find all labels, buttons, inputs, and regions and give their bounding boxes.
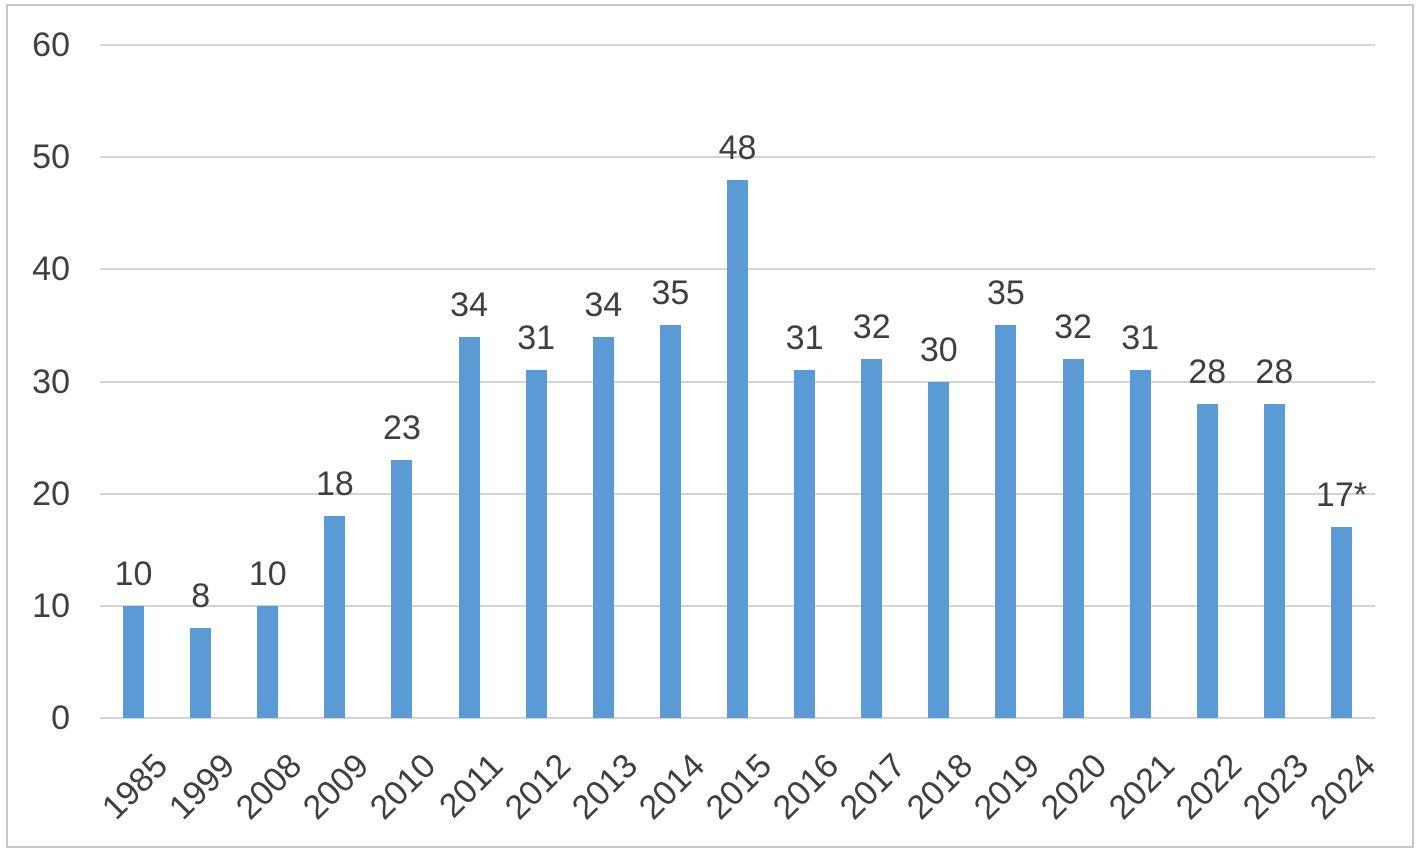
bar-value-label: 23 xyxy=(383,409,421,448)
bar xyxy=(659,325,681,718)
x-axis-category-label: 2018 xyxy=(899,746,981,827)
bar-value-label: 28 xyxy=(1188,352,1227,391)
bar xyxy=(458,336,480,718)
x-axis-category-label: 2008 xyxy=(228,746,310,827)
bar xyxy=(1330,527,1352,718)
bar xyxy=(391,460,413,718)
chart-frame xyxy=(6,4,1414,848)
bar-value-label: 34 xyxy=(584,285,623,324)
y-axis-tick-label: 40 xyxy=(32,250,70,289)
bar-value-label: 48 xyxy=(718,128,757,167)
bar xyxy=(1263,403,1285,718)
x-axis-category-label: 2017 xyxy=(832,746,914,827)
bar-value-label: 30 xyxy=(919,330,958,369)
y-axis-tick-label: 30 xyxy=(32,362,70,401)
x-axis-category-label: 2016 xyxy=(765,746,847,827)
y-axis-tick-label: 60 xyxy=(32,26,70,64)
x-axis-category-label: 2014 xyxy=(631,746,712,827)
bar xyxy=(592,336,614,718)
bar-value-label: 31 xyxy=(517,319,556,358)
bar xyxy=(525,370,547,718)
bar xyxy=(995,325,1017,718)
bar xyxy=(257,605,279,718)
bar-value-label: 8 xyxy=(191,577,211,616)
bar-value-label: 34 xyxy=(450,285,488,324)
bar xyxy=(861,359,883,718)
x-axis-category-label: 1999 xyxy=(161,746,243,827)
bar xyxy=(1062,359,1084,718)
x-axis-category-label: 2012 xyxy=(497,746,578,827)
y-axis-tick-label: 50 xyxy=(32,138,70,177)
x-axis-category-label: 2023 xyxy=(1235,746,1316,827)
bar xyxy=(123,605,145,718)
bar-value-label: 18 xyxy=(315,465,354,504)
x-axis-category-label: 2015 xyxy=(698,746,779,827)
bar-value-label: 28 xyxy=(1255,352,1294,391)
bar-value-label: 10 xyxy=(248,554,287,593)
bar xyxy=(1196,403,1218,718)
bar xyxy=(928,381,950,718)
x-axis-category-label: 2011 xyxy=(431,746,511,826)
bar-value-label: 32 xyxy=(852,308,891,347)
bar-value-label: 17* xyxy=(1315,476,1367,515)
x-axis-category-label: 2024 xyxy=(1302,746,1383,827)
bar xyxy=(794,370,816,718)
x-axis-category-label: 2009 xyxy=(295,746,377,827)
bar xyxy=(1129,370,1151,718)
gridline xyxy=(100,156,1375,159)
bar-value-label: 35 xyxy=(986,274,1025,313)
x-axis-category-label: 2021 xyxy=(1101,746,1182,827)
bar xyxy=(324,516,346,718)
bar xyxy=(190,628,212,718)
x-axis-category-label: 2013 xyxy=(564,746,645,827)
y-axis-tick-label: 10 xyxy=(32,586,70,625)
y-axis-tick-label: 20 xyxy=(32,474,70,513)
bar-value-label: 31 xyxy=(785,319,824,358)
bar-value-label: 35 xyxy=(651,274,690,313)
bar-value-label: 31 xyxy=(1121,319,1160,358)
gridline xyxy=(100,717,1375,719)
x-axis-category-label: 2022 xyxy=(1168,746,1249,827)
x-axis-category-label: 2020 xyxy=(1034,746,1115,827)
x-axis-category-label: 1985 xyxy=(94,746,176,827)
bar-value-label: 32 xyxy=(1054,308,1092,347)
x-axis-category-label: 2010 xyxy=(363,746,444,827)
gridline xyxy=(100,44,1375,46)
bar-value-label: 10 xyxy=(114,554,153,593)
y-axis-tick-label: 0 xyxy=(51,699,70,737)
x-axis-category-label: 2019 xyxy=(967,746,1048,827)
bar xyxy=(727,179,748,718)
